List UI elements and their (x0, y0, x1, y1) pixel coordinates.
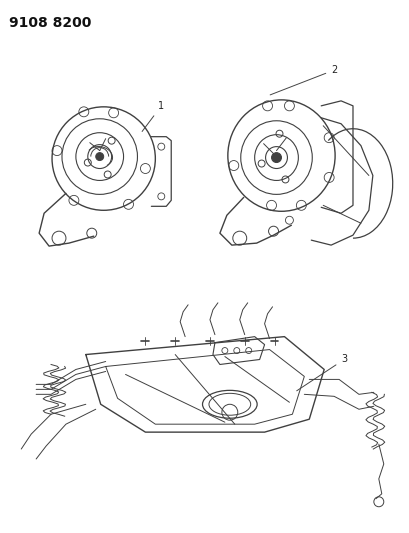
Text: 2: 2 (270, 65, 337, 95)
Circle shape (271, 152, 281, 163)
Text: 1: 1 (142, 101, 164, 132)
Text: 9108 8200: 9108 8200 (9, 17, 92, 30)
Text: 3: 3 (296, 354, 346, 391)
Circle shape (96, 152, 103, 160)
